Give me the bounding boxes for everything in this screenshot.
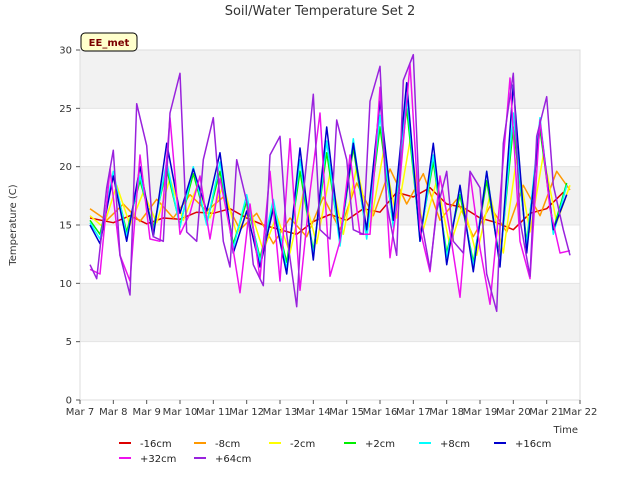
legend-label-8cm: +8cm: [440, 439, 470, 450]
x-tick-label: Mar 13: [263, 407, 298, 418]
station-badge-label: EE_met: [89, 38, 130, 49]
y-tick-label: 5: [66, 337, 72, 348]
y-axis-ticks: 0 5 10 15 20 25 30: [59, 46, 80, 407]
legend: -16cm -8cm -2cm +2cm +8cm +16cm +32cm +64cm: [119, 439, 551, 465]
x-tick-label: Mar 16: [363, 407, 398, 418]
grid-band: [80, 283, 580, 342]
series-layer: [89, 53, 571, 313]
series-line-16cm: [89, 186, 564, 236]
x-tick-label: Mar 10: [163, 407, 198, 418]
legend-label-8cm: -8cm: [215, 439, 240, 450]
y-tick-label: 10: [59, 279, 72, 290]
x-tick-label: Mar 15: [329, 407, 364, 418]
x-tick-label: Mar 20: [496, 407, 531, 418]
x-tick-label: Mar 11: [196, 407, 231, 418]
series-line-16cm: [89, 81, 568, 275]
legend-label-2cm: +2cm: [365, 439, 395, 450]
y-tick-label: 20: [59, 162, 72, 173]
grid-band: [80, 50, 580, 109]
y-axis-label: Temperature (C): [8, 184, 19, 266]
x-tick-label: Mar 12: [229, 407, 264, 418]
legend-label-16cm: -16cm: [140, 439, 172, 450]
x-tick-label: Mar 18: [429, 407, 464, 418]
x-tick-label: Mar 14: [296, 407, 331, 418]
y-tick-label: 15: [59, 221, 72, 232]
x-tick-label: Mar 9: [132, 407, 160, 418]
legend-label-64cm: +64cm: [215, 454, 251, 465]
station-badge-box: [80, 32, 138, 52]
x-tick-label: Mar 21: [529, 407, 564, 418]
x-tick-label: Mar 19: [463, 407, 498, 418]
chart-title: Soil/Water Temperature Set 2: [225, 4, 416, 19]
y-tick-label: 0: [66, 396, 72, 407]
x-tick-label: Mar 7: [66, 407, 94, 418]
series-line-64cm: [89, 53, 571, 313]
x-tick-label: Mar 8: [99, 407, 127, 418]
y-tick-label: 30: [59, 46, 72, 57]
x-tick-label: Mar 17: [396, 407, 431, 418]
x-axis-label: Time: [553, 425, 578, 436]
legend-label-2cm: -2cm: [290, 439, 315, 450]
y-tick-label: 25: [59, 104, 72, 115]
station-badge: EE_met: [80, 32, 138, 52]
legend-label-32cm: +32cm: [140, 454, 176, 465]
x-tick-label: Mar 22: [563, 407, 598, 418]
legend-label-16cm: +16cm: [515, 439, 551, 450]
